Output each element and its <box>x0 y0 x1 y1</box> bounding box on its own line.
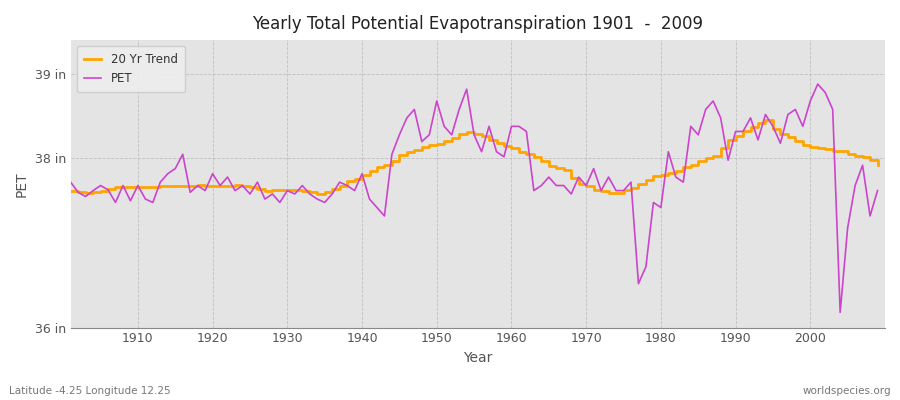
PET <box>334 180 345 184</box>
PET <box>596 188 607 193</box>
X-axis label: Year: Year <box>464 351 492 365</box>
PET <box>872 188 883 193</box>
Line: 20 Yr Trend: 20 Yr Trend <box>71 120 878 194</box>
20 Yr Trend <box>125 185 136 190</box>
20 Yr Trend <box>290 188 301 192</box>
PET <box>835 310 846 315</box>
Legend: 20 Yr Trend, PET: 20 Yr Trend, PET <box>76 46 184 92</box>
PET <box>506 124 517 129</box>
20 Yr Trend <box>342 179 353 184</box>
PET <box>813 82 824 86</box>
20 Yr Trend <box>66 189 77 194</box>
Text: Latitude -4.25 Longitude 12.25: Latitude -4.25 Longitude 12.25 <box>9 386 171 396</box>
PET <box>125 198 136 203</box>
Y-axis label: PET: PET <box>15 171 29 197</box>
PET <box>66 180 77 184</box>
PET <box>499 154 509 159</box>
20 Yr Trend <box>514 150 525 155</box>
Title: Yearly Total Potential Evapotranspiration 1901  -  2009: Yearly Total Potential Evapotranspiratio… <box>252 15 703 33</box>
PET <box>290 192 301 196</box>
20 Yr Trend <box>311 191 322 196</box>
Line: PET: PET <box>71 84 878 312</box>
Text: worldspecies.org: worldspecies.org <box>803 386 891 396</box>
20 Yr Trend <box>603 191 614 196</box>
20 Yr Trend <box>872 162 883 167</box>
20 Yr Trend <box>506 146 517 150</box>
20 Yr Trend <box>760 117 771 122</box>
